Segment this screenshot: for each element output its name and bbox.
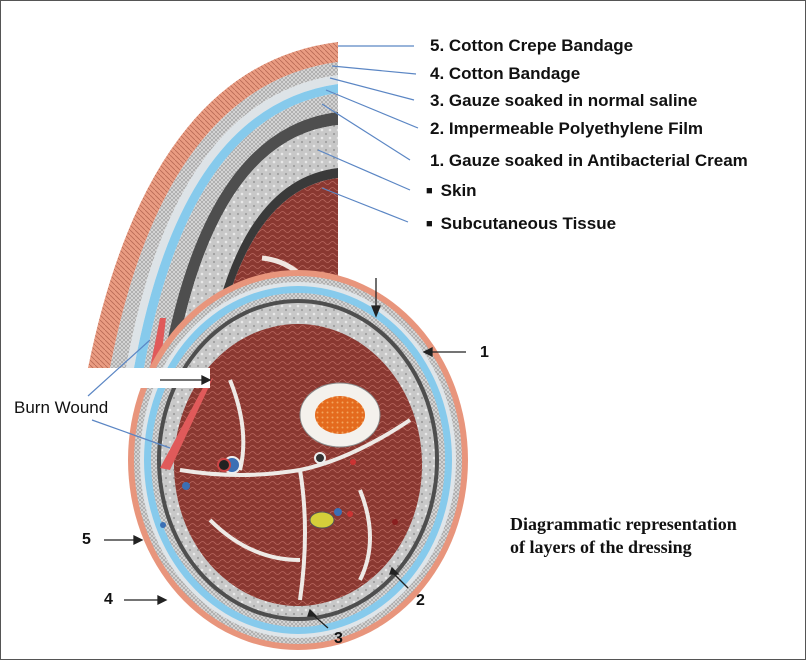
vessel <box>314 452 326 464</box>
leader-line-2 <box>325 89 419 129</box>
label-layer-2: 2. Impermeable Polyethylene Film <box>430 119 704 138</box>
arrow-1-head <box>422 346 433 358</box>
leader-line-3 <box>329 77 415 101</box>
label-burn-wound: Burn Wound <box>14 398 109 417</box>
caption: Diagrammatic representation of layers of… <box>510 513 737 559</box>
cs-burn-wound-area <box>160 378 213 470</box>
label-number-4: 4 <box>104 591 113 608</box>
arrow-burn-head <box>201 374 212 386</box>
label-layer-3: 3. Gauze soaked in normal saline <box>430 91 698 110</box>
vessel <box>347 511 353 517</box>
label-number-5: 5 <box>82 531 91 548</box>
label-layer-5: 5. Cotton Crepe Bandage <box>430 36 634 55</box>
label-layer-1: 1. Gauze soaked in Antibacterial Cream <box>430 151 748 170</box>
arrow-4-head <box>157 594 168 606</box>
cs-top-mask <box>338 230 538 270</box>
wedge-bottom-mask <box>60 368 210 388</box>
cs-septum <box>228 379 246 471</box>
cotton-bandage-band <box>110 62 338 368</box>
leader-line-1 <box>321 103 411 161</box>
bone-marrow <box>315 396 365 434</box>
burn-wound-area <box>150 318 166 368</box>
cs-septum <box>298 469 307 601</box>
arrow-5-head <box>133 534 144 546</box>
arrow-3-head <box>307 608 318 617</box>
label-subcutaneous-tissue: Subcutaneous Tissue <box>426 214 616 234</box>
crepe-bandage-band <box>88 42 338 368</box>
vessel <box>217 458 231 472</box>
leader-lines <box>87 45 419 449</box>
vessel <box>160 522 166 528</box>
label-skin: Skin <box>426 181 477 201</box>
caption-line-2: of layers of the dressing <box>510 537 692 557</box>
leader-line-burn-1 <box>87 339 151 397</box>
gauze-saline-band <box>126 75 338 368</box>
vessel <box>182 482 190 490</box>
leader-line-4 <box>331 65 417 75</box>
label-number-2: 2 <box>416 592 425 609</box>
fascia-band <box>205 168 338 368</box>
limb-cross-section <box>128 270 468 650</box>
label-number-3: 3 <box>334 630 343 647</box>
cs-muscle-compartment <box>174 324 422 606</box>
label-number-1: 1 <box>480 344 489 361</box>
skin-band <box>162 112 338 368</box>
nerve <box>309 511 335 529</box>
leader-line-subcut <box>321 187 409 223</box>
arrow-top-head <box>371 305 381 318</box>
cs-septum <box>358 489 372 581</box>
leader-line-skin <box>317 149 411 191</box>
pointer-arrows <box>104 278 466 629</box>
vessel <box>350 459 356 465</box>
arrow-2-head <box>389 566 400 575</box>
vessel <box>334 508 342 516</box>
cs-septum <box>208 518 301 562</box>
arrow-2 <box>391 571 409 589</box>
vessel <box>392 519 398 525</box>
polyethylene-film-band <box>134 84 338 368</box>
leader-line-burn-2 <box>91 419 171 449</box>
caption-line-1: Diagrammatic representation <box>510 514 737 534</box>
gauze-cream-band <box>144 93 338 368</box>
label-layer-4: 4. Cotton Bandage <box>430 64 581 83</box>
